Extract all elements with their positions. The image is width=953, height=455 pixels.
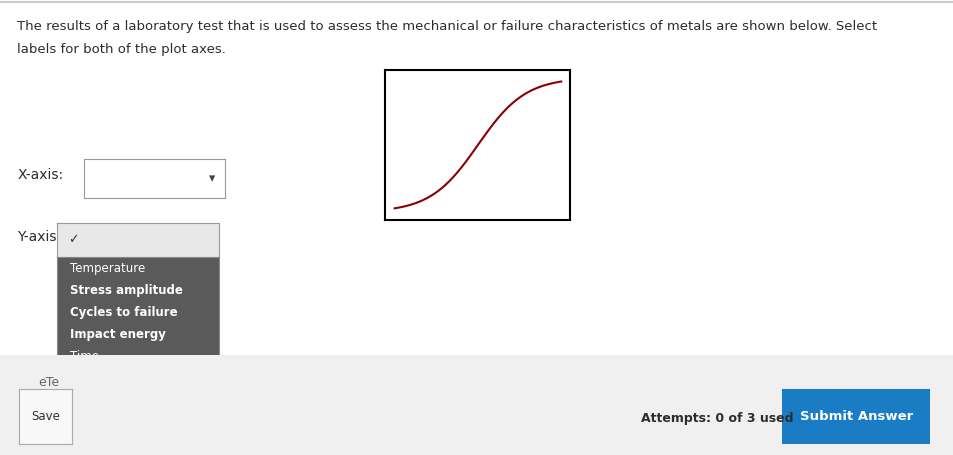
Text: Cycles to failure: Cycles to failure: [71, 306, 177, 319]
Text: Save: Save: [30, 410, 60, 423]
Text: Submit Answer: Submit Answer: [799, 410, 912, 423]
Text: Attempts: 0 of 3 used: Attempts: 0 of 3 used: [640, 412, 793, 425]
Text: X-axis:: X-axis:: [17, 168, 63, 182]
Text: ✓: ✓: [69, 233, 79, 247]
Text: Y-axis: Y-axis: [17, 230, 56, 243]
Text: eTe: eTe: [38, 376, 59, 389]
Text: ▾: ▾: [209, 172, 215, 185]
Text: Temperature: Temperature: [71, 262, 145, 275]
Text: Stress amplitude: Stress amplitude: [71, 284, 183, 297]
Text: Impact energy: Impact energy: [71, 328, 166, 341]
Text: Stress: Stress: [71, 372, 107, 385]
Text: Strain: Strain: [71, 394, 106, 407]
Text: The results of a laboratory test that is used to assess the mechanical or failur: The results of a laboratory test that is…: [17, 20, 877, 34]
Text: labels for both of the plot axes.: labels for both of the plot axes.: [17, 43, 226, 56]
Text: Time: Time: [71, 350, 99, 363]
